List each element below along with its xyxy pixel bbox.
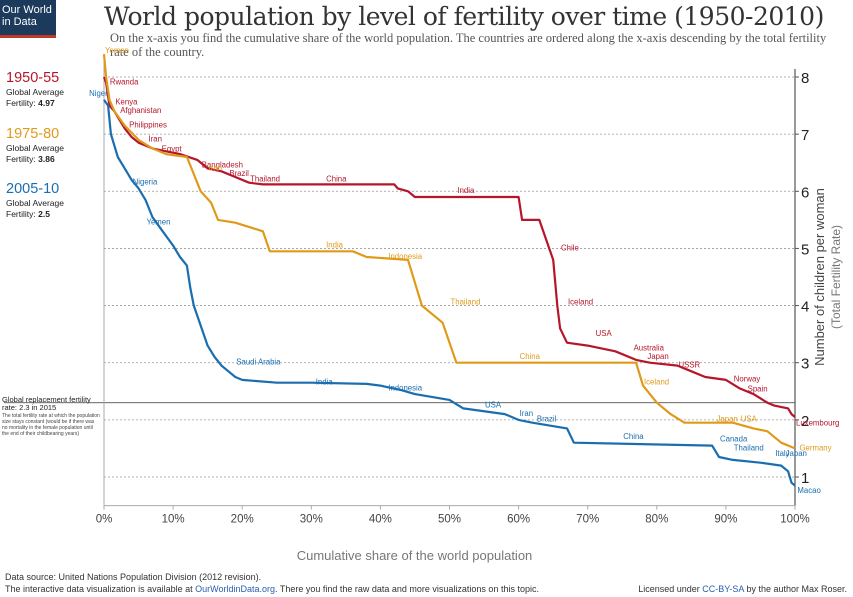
footer-interactive: The interactive data visualization is av… bbox=[5, 584, 539, 594]
y-tick-label: 2 bbox=[801, 413, 809, 430]
series-line-2005-10 bbox=[103, 99, 796, 487]
data-label: India bbox=[457, 186, 475, 195]
data-label: Thailand bbox=[451, 298, 481, 307]
legend-fert-label: Fertility: bbox=[6, 154, 36, 164]
data-label: Niger bbox=[89, 89, 108, 98]
y-tick-label: 5 bbox=[801, 241, 809, 258]
legend-fert-value: 2.5 bbox=[38, 209, 50, 219]
data-label: USA bbox=[485, 400, 502, 409]
replacement-note: The total fertility rate at which the po… bbox=[2, 413, 100, 437]
data-label: Chile bbox=[561, 243, 579, 252]
legend-period: 1950-55 bbox=[6, 70, 60, 86]
series-line-1950-55 bbox=[102, 76, 796, 418]
data-label: USA bbox=[596, 329, 613, 338]
data-label: Iceland bbox=[568, 298, 593, 307]
data-label: China bbox=[623, 432, 644, 441]
x-tick-label: 80% bbox=[645, 514, 668, 526]
data-label: Japan bbox=[717, 415, 738, 424]
legend-2005: 2005-10 Global Average Fertility: 2.5 bbox=[6, 181, 86, 219]
data-label: Egypt bbox=[162, 144, 183, 153]
data-label: Australia bbox=[634, 343, 665, 352]
data-label: USA bbox=[741, 415, 758, 424]
data-label: Iran bbox=[520, 409, 533, 418]
data-label: Iceland bbox=[644, 378, 669, 387]
x-tick-label: 20% bbox=[231, 514, 254, 526]
data-label: Nigeria bbox=[133, 178, 158, 187]
data-label: Indonesia bbox=[388, 252, 422, 261]
owid-logo: Our World in Data bbox=[0, 0, 56, 38]
footer-source: Data source: United Nations Population D… bbox=[5, 572, 262, 582]
legend-avg-label: Global Average bbox=[6, 143, 64, 153]
y-axis-label: Number of children per woman bbox=[812, 188, 827, 366]
data-label: Thailand bbox=[250, 175, 280, 184]
data-label: USSR bbox=[679, 360, 701, 369]
data-label: Italy bbox=[775, 449, 789, 458]
legend-period: 1975-80 bbox=[6, 126, 60, 142]
y-tick-label: 4 bbox=[801, 299, 809, 316]
data-label: Philippines bbox=[129, 120, 167, 129]
page-subtitle: On the x-axis you find the cumulative sh… bbox=[110, 31, 827, 59]
x-tick-label: 50% bbox=[438, 514, 461, 526]
legend-fert-value: 3.86 bbox=[38, 154, 55, 164]
data-label: India bbox=[316, 378, 334, 387]
data-label: Thailand bbox=[734, 443, 764, 452]
data-label: Bangladesh bbox=[202, 160, 243, 169]
data-label: Afghanistan bbox=[120, 106, 161, 115]
x-tick-label: 40% bbox=[369, 514, 392, 526]
legend-fert-label: Fertility: bbox=[6, 98, 36, 108]
owid-link[interactable]: OurWorldinData.org bbox=[195, 584, 275, 594]
legend-period: 2005-10 bbox=[6, 181, 60, 197]
x-tick-label: 30% bbox=[300, 514, 323, 526]
x-tick-label: 100% bbox=[780, 514, 809, 526]
data-label: Macao bbox=[797, 486, 821, 495]
data-label: Spain bbox=[748, 384, 768, 393]
legend-avg-label: Global Average bbox=[6, 87, 64, 97]
y-tick-label: 1 bbox=[801, 470, 809, 487]
data-label: Iran bbox=[209, 163, 222, 172]
x-axis-label: Cumulative share of the world population bbox=[297, 548, 533, 563]
x-tick-label: 60% bbox=[507, 514, 530, 526]
legend-fert-value: 4.97 bbox=[38, 98, 55, 108]
legend-1950: 1950-55 Global Average Fertility: 4.97 bbox=[6, 70, 86, 108]
data-label: Iran bbox=[149, 135, 162, 144]
data-label: China bbox=[326, 175, 347, 184]
y-tick-label: 3 bbox=[801, 356, 809, 373]
data-label: Japan bbox=[647, 352, 668, 361]
license-link[interactable]: CC-BY-SA bbox=[702, 584, 744, 594]
data-label: Brazil bbox=[229, 169, 249, 178]
data-label: Brazil bbox=[537, 415, 557, 424]
data-label: Kenya bbox=[115, 98, 138, 107]
legend-1975: 1975-80 Global Average Fertility: 3.86 bbox=[6, 126, 86, 164]
data-label: Canada bbox=[720, 435, 748, 444]
legend-avg-label: Global Average bbox=[6, 198, 64, 208]
page-title: World population by level of fertility o… bbox=[104, 2, 824, 31]
legend-fert-label: Fertility: bbox=[6, 209, 36, 219]
data-label: Indonesia bbox=[388, 383, 422, 392]
y-tick-label: 6 bbox=[801, 184, 809, 201]
x-tick-label: 0% bbox=[96, 514, 113, 526]
data-label: Germany bbox=[799, 443, 831, 452]
data-label: Luxembourg bbox=[796, 419, 839, 428]
y-tick-label: 7 bbox=[801, 127, 809, 144]
footer-license: Licensed under CC-BY-SA by the author Ma… bbox=[638, 584, 847, 594]
data-label: India bbox=[326, 240, 344, 249]
x-tick-label: 90% bbox=[714, 514, 737, 526]
y-axis-label-2: (Total Fertility Rate) bbox=[829, 225, 843, 329]
x-tick-label: 10% bbox=[162, 514, 185, 526]
data-label: Rwanda bbox=[110, 78, 139, 87]
data-label: Yemen bbox=[105, 46, 129, 55]
data-label: China bbox=[520, 352, 541, 361]
data-label: Japan bbox=[786, 449, 807, 458]
series-line-1975-80 bbox=[102, 53, 796, 450]
data-label: Yemen bbox=[146, 218, 170, 227]
data-label: Norway bbox=[734, 375, 761, 384]
y-tick-label: 8 bbox=[801, 70, 809, 87]
replacement-label: Global replacement fertility rate: 2.3 i… bbox=[2, 395, 91, 412]
x-tick-label: 70% bbox=[576, 514, 599, 526]
data-label: Saudi Arabia bbox=[236, 358, 281, 367]
